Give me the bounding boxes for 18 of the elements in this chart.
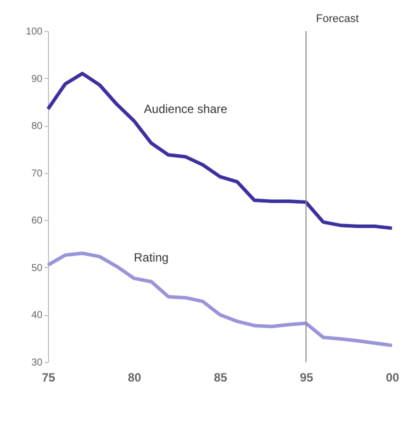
series-label: Rating xyxy=(134,250,169,265)
line-series xyxy=(46,251,394,348)
y-tick-label: 40 xyxy=(31,310,43,322)
y-tick-label: 60 xyxy=(31,216,43,227)
y-tick-label: 30 xyxy=(31,358,43,368)
y-tick-label: 100 xyxy=(26,26,43,38)
y-tick-label: 70 xyxy=(31,168,43,180)
line-series xyxy=(46,72,394,230)
x-tick-label: 00 xyxy=(386,370,400,384)
x-tick-label: 75 xyxy=(42,370,56,384)
series-label: Audience share xyxy=(144,102,228,116)
y-tick-label: 80 xyxy=(31,121,43,132)
y-tick-label: 90 xyxy=(31,74,43,85)
x-tick-label: 85 xyxy=(214,370,228,384)
x-tick-label: 80 xyxy=(128,370,142,384)
ref-line-label: Forecast xyxy=(316,13,359,25)
y-tick-label: 50 xyxy=(31,262,43,274)
x-tick-label: 95 xyxy=(300,370,314,384)
